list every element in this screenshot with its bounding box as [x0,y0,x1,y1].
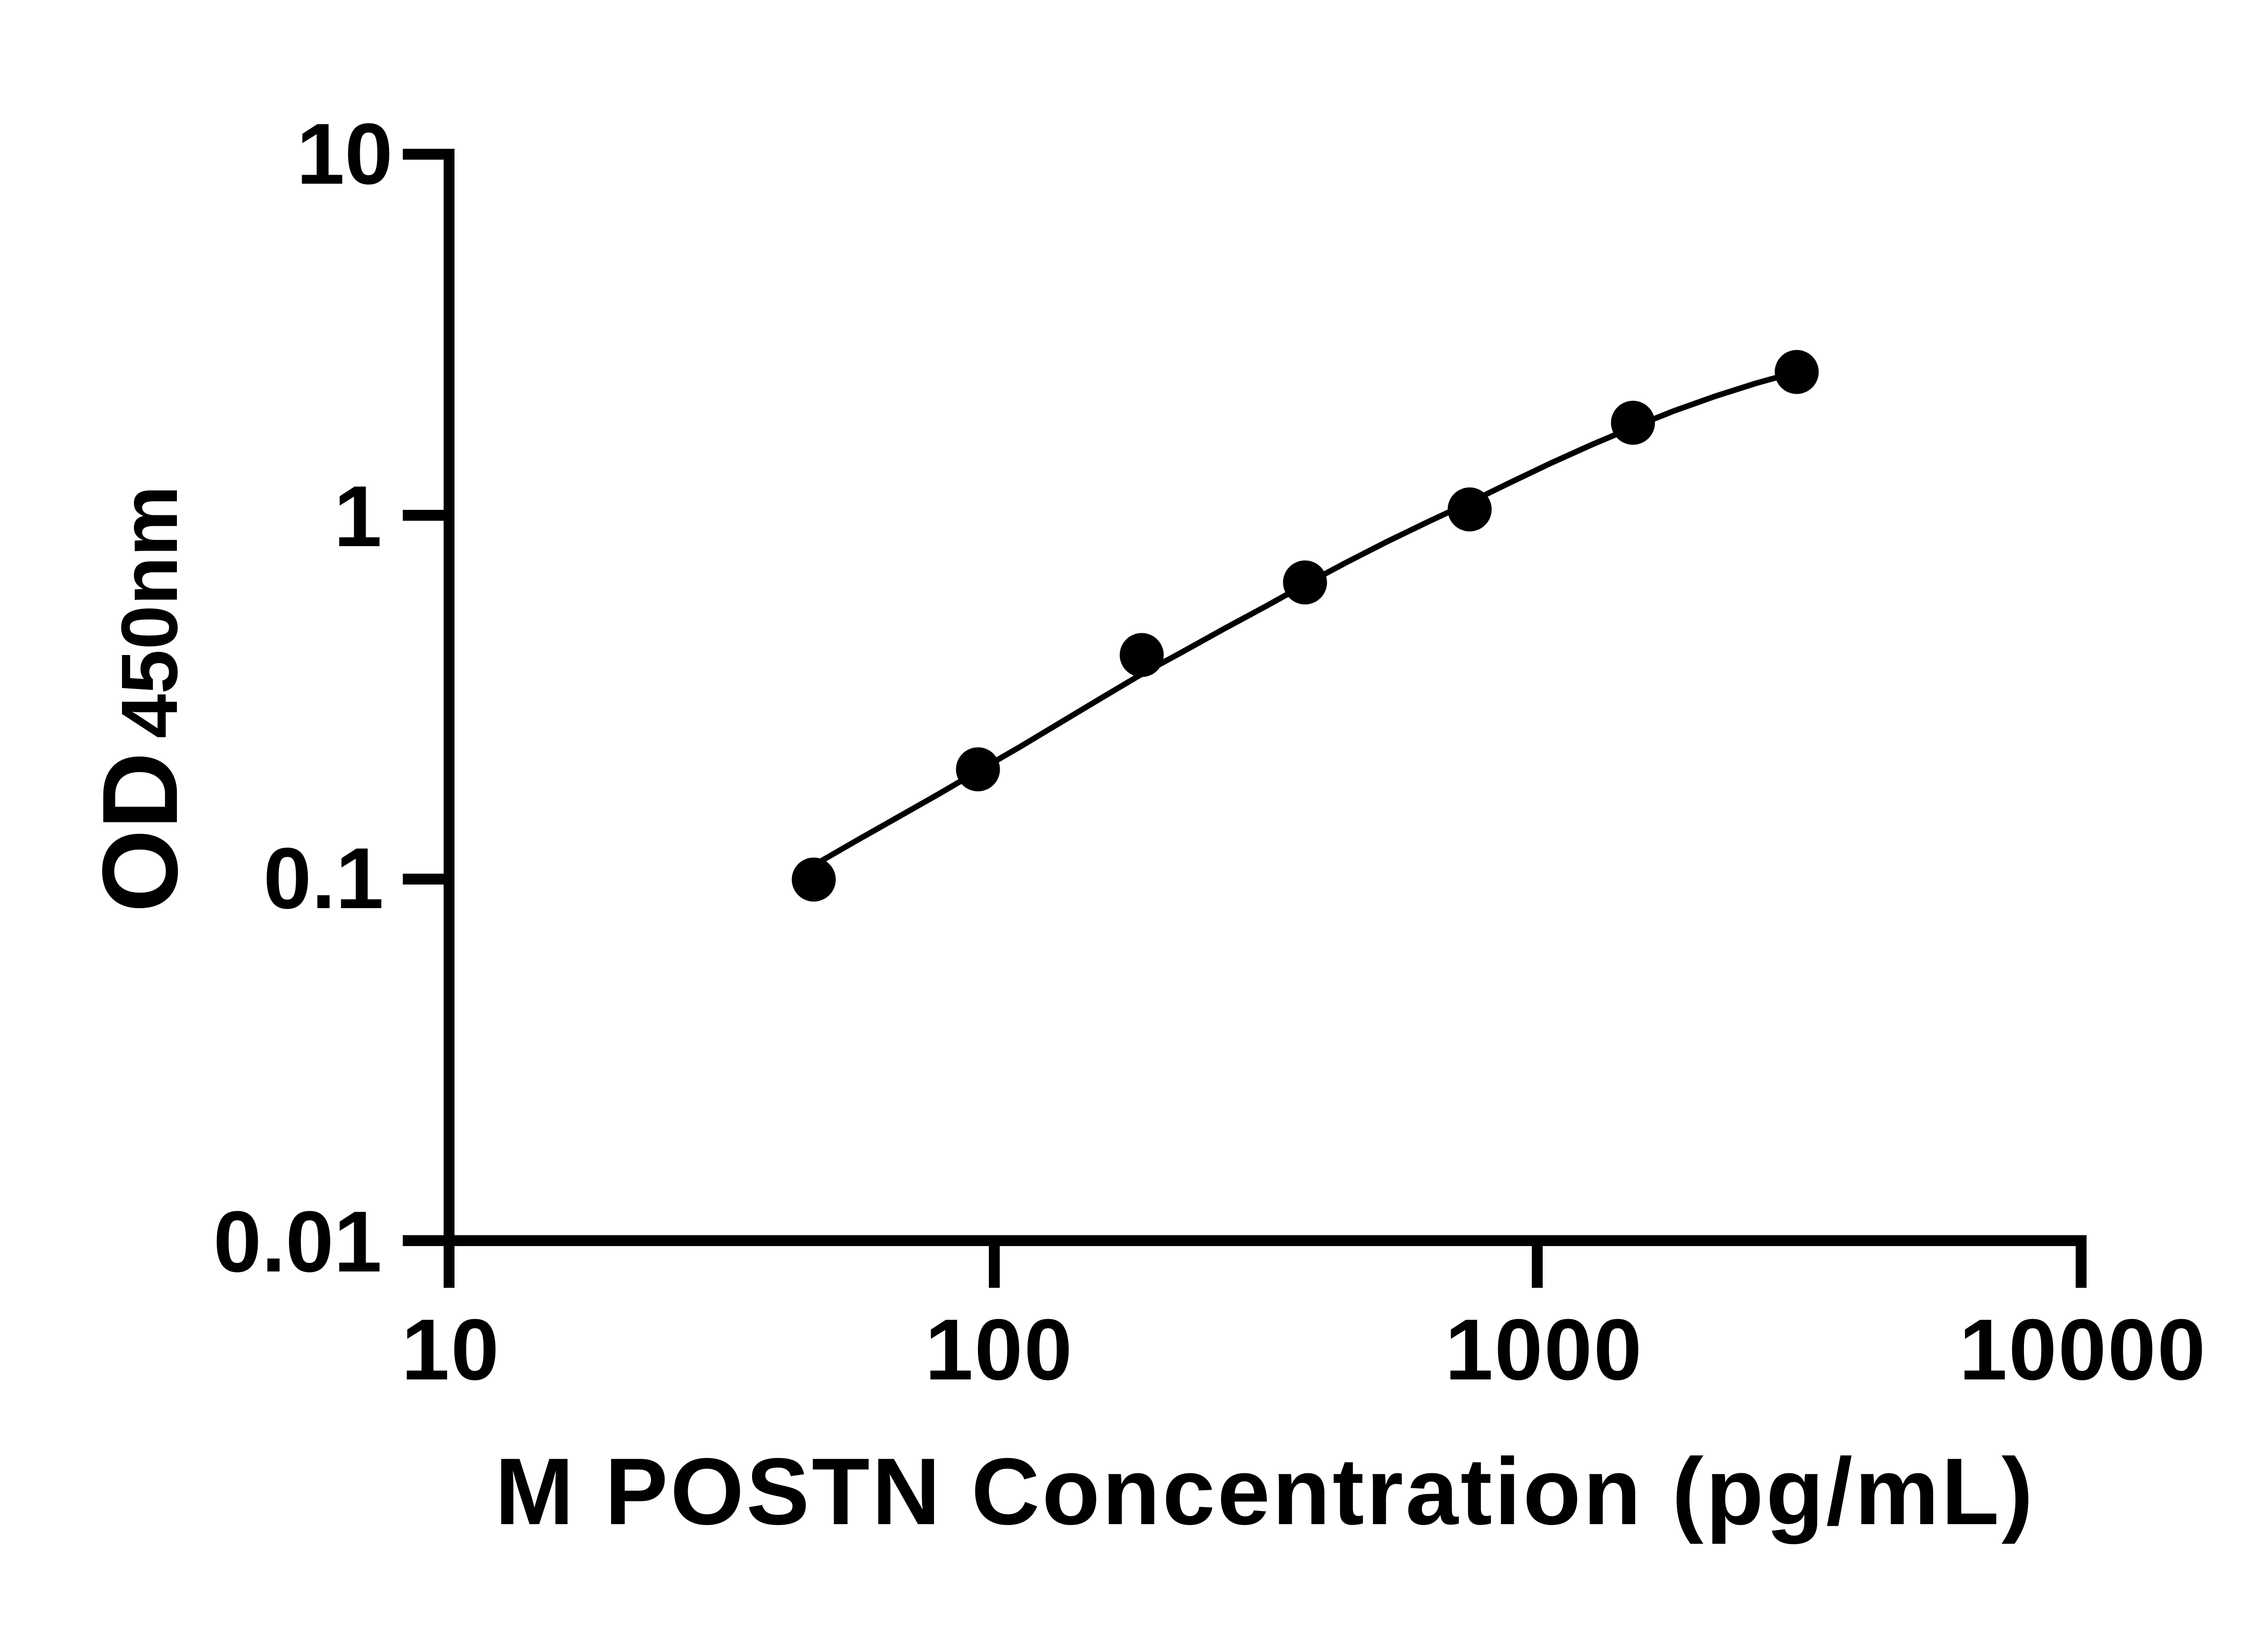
svg-text:10: 10 [297,106,393,202]
svg-text:100: 100 [925,1301,1074,1398]
svg-text:1: 1 [334,468,382,565]
svg-text:1000: 1000 [1445,1301,1643,1398]
svg-text:0.1: 0.1 [263,830,384,927]
svg-text:M POSTN Concentration (pg/mL): M POSTN Concentration (pg/mL) [495,1439,2035,1545]
svg-text:OD450nm: OD450nm [80,485,200,913]
svg-text:0.01: 0.01 [213,1193,382,1290]
svg-text:10000: 10000 [1959,1301,2207,1398]
svg-text:10: 10 [401,1301,500,1398]
